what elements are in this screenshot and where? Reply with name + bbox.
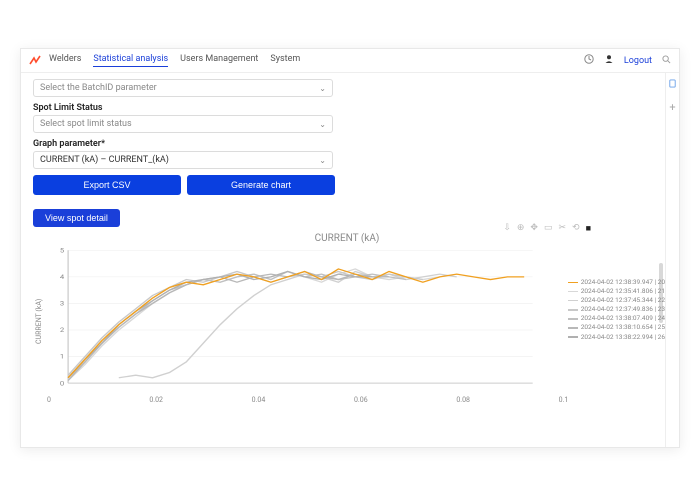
chart-tool-home-icon[interactable]: ■ bbox=[586, 223, 591, 234]
x-tick-label: 0.08 bbox=[456, 396, 558, 404]
legend-label: 2024-04-02 12:37:45.344 | 22 bbox=[581, 296, 665, 305]
topbar-right: Logout bbox=[584, 54, 671, 67]
batch-select-placeholder: Select the BatchID parameter bbox=[40, 83, 157, 93]
spot-limit-group: Spot Limit Status Select spot limit stat… bbox=[33, 103, 661, 133]
x-tick-label: 0.04 bbox=[252, 396, 354, 404]
graph-param-label: Graph parameter* bbox=[33, 139, 661, 149]
legend-item[interactable]: 2024-04-02 12:37:45.344 | 22 bbox=[568, 296, 665, 305]
nav-tab-system[interactable]: System bbox=[270, 54, 300, 67]
legend-swatch bbox=[568, 291, 578, 293]
app-window: Welders Statistical analysis Users Manag… bbox=[20, 48, 680, 448]
legend-label: 2024-04-02 13:38:07.409 | 24 bbox=[581, 314, 665, 323]
batch-select-group: Select the BatchID parameter ⌄ bbox=[33, 79, 661, 97]
x-tick-label: 0.1 bbox=[559, 396, 661, 404]
chart-tool-pan-icon[interactable]: ✥ bbox=[530, 223, 538, 234]
x-tick-label: 0.02 bbox=[149, 396, 251, 404]
user-icon[interactable] bbox=[604, 54, 614, 67]
search-icon[interactable] bbox=[662, 55, 671, 67]
chevron-down-icon: ⌄ bbox=[319, 120, 326, 129]
legend-item[interactable]: 2024-04-02 12:35:41.806 | 21 bbox=[568, 287, 665, 296]
legend-item[interactable]: 2024-04-02 12:38:39.947 | 20 bbox=[568, 278, 665, 287]
spot-limit-label: Spot Limit Status bbox=[33, 103, 661, 113]
nav-tab-statistical-analysis[interactable]: Statistical analysis bbox=[93, 54, 168, 67]
chart-title: CURRENT (kA) bbox=[33, 233, 661, 244]
legend-item[interactable]: 2024-04-02 12:37:49.836 | 23 bbox=[568, 305, 665, 314]
main-content: Select the BatchID parameter ⌄ Spot Limi… bbox=[21, 73, 679, 447]
svg-text:4: 4 bbox=[60, 273, 64, 281]
export-csv-button[interactable]: Export CSV bbox=[33, 175, 181, 195]
nav-tab-welders[interactable]: Welders bbox=[49, 54, 81, 67]
view-spot-detail-button[interactable]: View spot detail bbox=[33, 209, 120, 227]
chart-legend: 2024-04-02 12:38:39.947 | 202024-04-02 1… bbox=[568, 278, 665, 342]
svg-text:1: 1 bbox=[60, 352, 64, 360]
generate-chart-button[interactable]: Generate chart bbox=[187, 175, 335, 195]
legend-label: 2024-04-02 12:35:41.806 | 21 bbox=[581, 287, 665, 296]
legend-item[interactable]: 2024-04-02 13:38:07.409 | 24 bbox=[568, 314, 665, 323]
nav-tabs: Welders Statistical analysis Users Manag… bbox=[49, 54, 300, 67]
chart-tool-download-icon[interactable]: ⇩ bbox=[503, 223, 511, 234]
legend-label: 2024-04-02 13:38:10.654 | 25 bbox=[581, 323, 665, 332]
nav-tab-users-management[interactable]: Users Management bbox=[180, 54, 258, 67]
batch-select[interactable]: Select the BatchID parameter ⌄ bbox=[33, 79, 333, 97]
x-tick-label: 0.06 bbox=[354, 396, 456, 404]
spot-limit-placeholder: Select spot limit status bbox=[40, 119, 132, 129]
chart-tool-zoom-icon[interactable]: ⊕ bbox=[517, 223, 525, 234]
legend-swatch bbox=[568, 282, 578, 284]
action-buttons: Export CSV Generate chart bbox=[33, 175, 661, 195]
legend-swatch bbox=[568, 318, 578, 320]
graph-param-select[interactable]: CURRENT (kA) – CURRENT_(kA) ⌄ bbox=[33, 151, 333, 169]
legend-label: 2024-04-02 12:38:39.947 | 20 bbox=[581, 278, 665, 287]
legend-label: 2024-04-02 13:38:22.994 | 26 bbox=[581, 333, 665, 342]
help-icon[interactable] bbox=[584, 54, 594, 67]
chart-y-axis-label: CURRENT (kA) bbox=[33, 246, 45, 396]
legend-swatch bbox=[568, 327, 578, 329]
chart-tool-reset-icon[interactable]: ⟲ bbox=[572, 223, 580, 234]
spot-limit-select[interactable]: Select spot limit status ⌄ bbox=[33, 115, 333, 133]
topbar: Welders Statistical analysis Users Manag… bbox=[21, 49, 679, 73]
chart-toolbar: ⇩ ⊕ ✥ ▭ ✂ ⟲ ■ bbox=[503, 223, 591, 234]
svg-text:0: 0 bbox=[60, 379, 64, 387]
svg-text:5: 5 bbox=[60, 246, 64, 254]
chart-x-ticks: 00.020.040.060.080.1 bbox=[33, 396, 661, 404]
svg-text:3: 3 bbox=[60, 299, 64, 307]
graph-param-value: CURRENT (kA) – CURRENT_(kA) bbox=[40, 155, 169, 165]
chevron-down-icon: ⌄ bbox=[319, 84, 326, 93]
app-logo-icon bbox=[29, 55, 41, 67]
graph-param-group: Graph parameter* CURRENT (kA) – CURRENT_… bbox=[33, 139, 661, 169]
legend-swatch bbox=[568, 300, 578, 302]
logout-link[interactable]: Logout bbox=[624, 56, 652, 66]
legend-swatch bbox=[568, 309, 578, 311]
legend-label: 2024-04-02 12:37:49.836 | 23 bbox=[581, 305, 665, 314]
legend-swatch bbox=[568, 336, 578, 338]
x-tick-label: 0 bbox=[47, 396, 149, 404]
chevron-down-icon: ⌄ bbox=[319, 156, 326, 165]
svg-text:2: 2 bbox=[60, 326, 64, 334]
chart-tool-lasso-icon[interactable]: ✂ bbox=[558, 223, 566, 234]
legend-item[interactable]: 2024-04-02 13:38:10.654 | 25 bbox=[568, 323, 665, 332]
legend-item[interactable]: 2024-04-02 13:38:22.994 | 26 bbox=[568, 333, 665, 342]
chart-tool-select-icon[interactable]: ▭ bbox=[544, 223, 553, 234]
chart-area: ⇩ ⊕ ✥ ▭ ✂ ⟲ ■ CURRENT (kA) CURRENT (kA) … bbox=[33, 233, 661, 408]
chart-plot: CURRENT (kA) 012345 2024-04-02 12:38:39.… bbox=[33, 246, 661, 396]
